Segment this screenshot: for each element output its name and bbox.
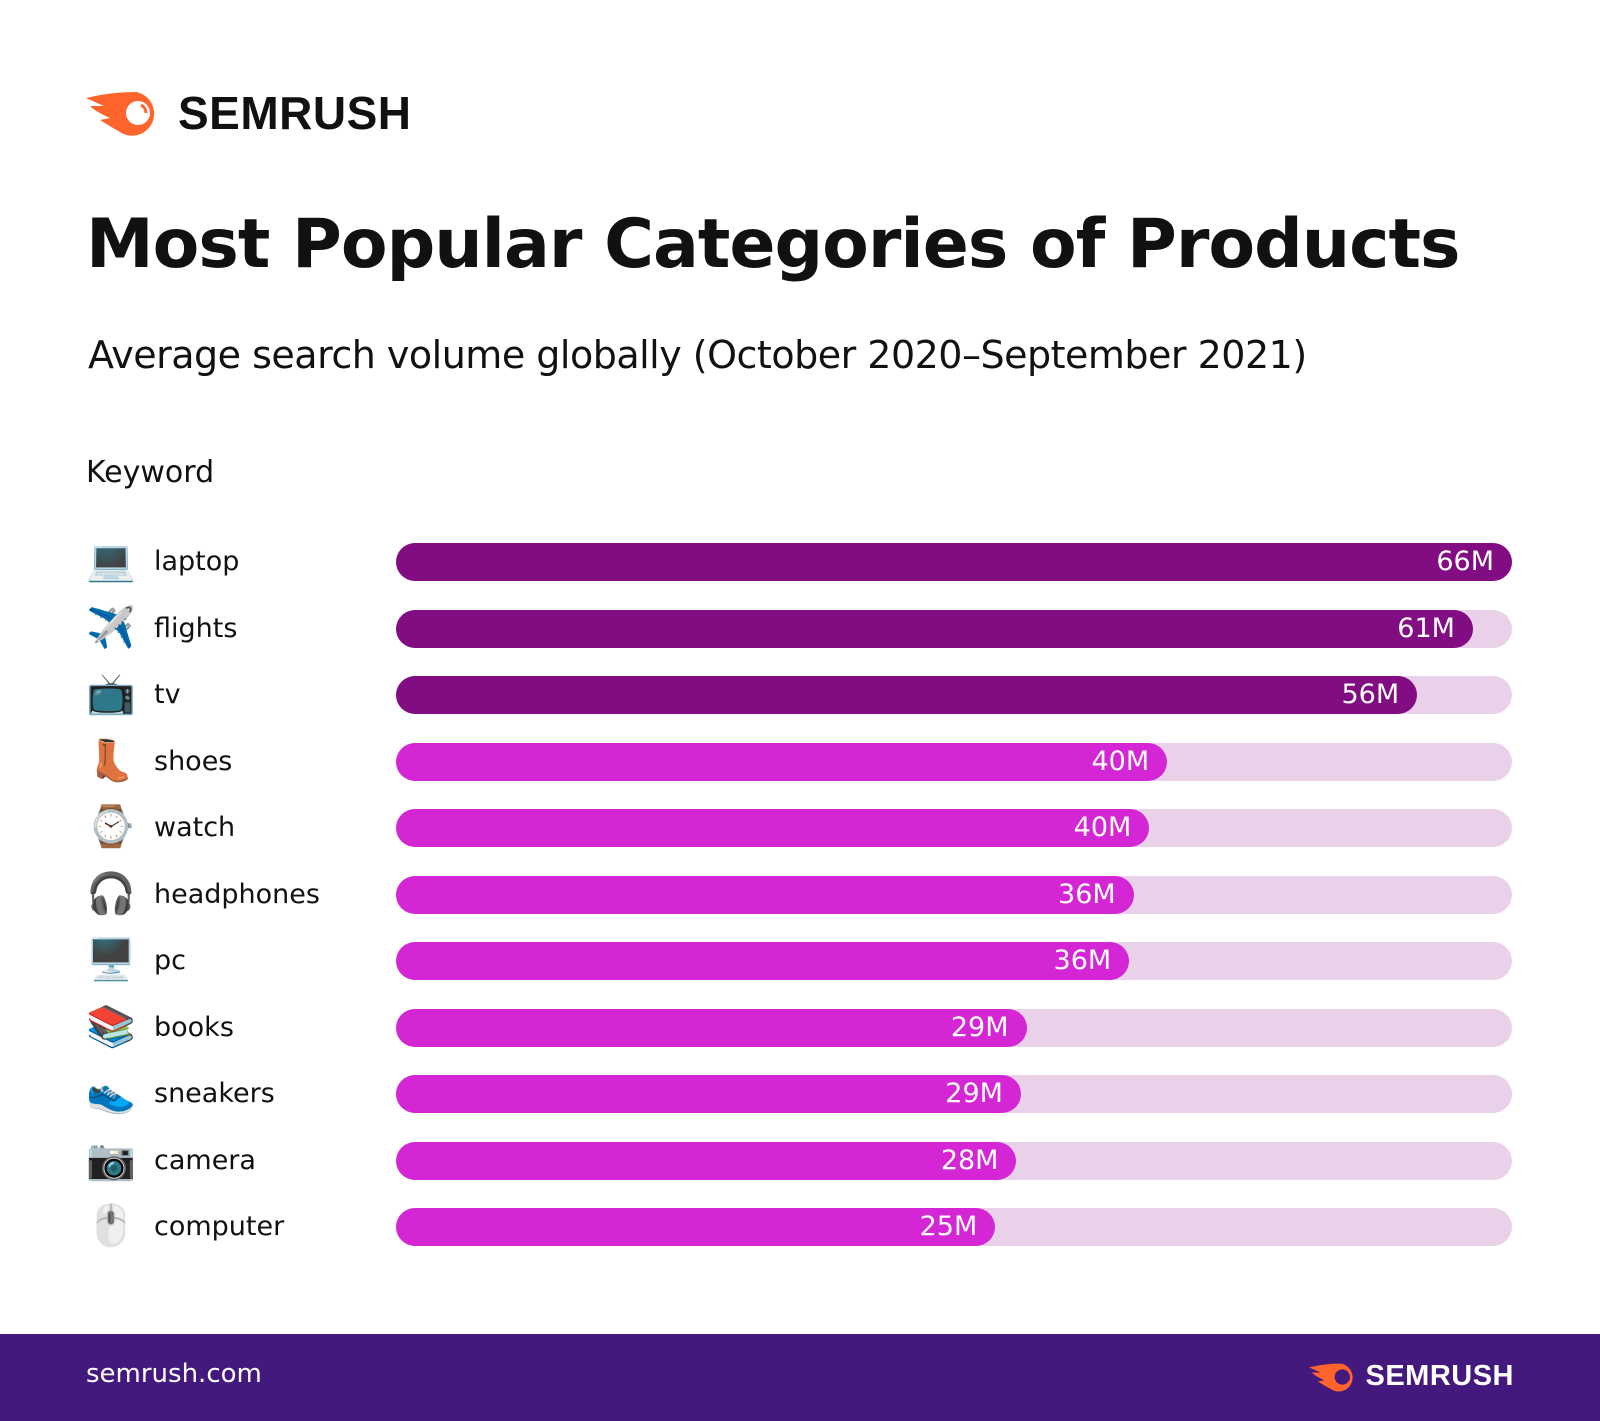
pc-icon: 🖥️ — [86, 937, 136, 983]
semrush-flame-icon — [86, 92, 155, 136]
bar-row: ⌚ watch 40M — [0, 804, 1600, 850]
column-header-keyword: Keyword — [86, 455, 215, 490]
bar-track: 29M — [396, 1008, 1512, 1047]
data-label: 29M — [950, 1011, 1009, 1043]
keyword-label: headphones — [154, 878, 320, 910]
data-label: 56M — [1341, 679, 1400, 710]
footer: semrush.com SEMRUSH — [0, 1334, 1600, 1421]
bar-row: 📚 books 29M — [0, 1004, 1600, 1050]
bar-track: 40M — [396, 742, 1512, 781]
data-label: 29M — [945, 1078, 1003, 1109]
chart-title: Most Popular Categories of Products — [86, 205, 1460, 284]
camera-icon: 📷 — [86, 1136, 136, 1183]
semrush-flame-icon — [1309, 1363, 1354, 1392]
semrush-logo: SEMRUSH — [86, 86, 412, 140]
data-label: 36M — [1058, 878, 1116, 910]
bar: 36M — [396, 942, 1130, 980]
keyword-label: tv — [154, 679, 181, 710]
bar: 66M — [396, 543, 1512, 581]
bar: 29M — [396, 1008, 1027, 1047]
chart-subtitle: Average search volume globally (October … — [88, 333, 1307, 377]
data-label: 28M — [940, 1144, 999, 1176]
watch-icon: ⌚ — [86, 804, 136, 850]
bar: 40M — [396, 742, 1168, 781]
logo-text: SEMRUSH — [178, 87, 412, 139]
bar-row: 📺 tv 56M — [0, 671, 1600, 717]
keyword-label: pc — [154, 945, 186, 976]
footer-logo-text: SEMRUSH — [1365, 1360, 1514, 1392]
sneakers-icon: 👟 — [86, 1070, 136, 1116]
data-label: 25M — [919, 1211, 978, 1242]
bar-row: 👟 sneakers 29M — [0, 1070, 1600, 1116]
computer-icon: 🖱️ — [86, 1203, 136, 1249]
data-label: 40M — [1091, 745, 1150, 777]
bar: 29M — [396, 1075, 1021, 1113]
keyword-label: watch — [154, 812, 236, 843]
bar: 36M — [396, 875, 1134, 914]
bar: 56M — [396, 676, 1418, 714]
books-icon: 📚 — [86, 1003, 136, 1050]
footer-url[interactable]: semrush.com — [86, 1359, 262, 1389]
keyword-label: books — [154, 1011, 234, 1043]
tv-icon: 📺 — [86, 671, 136, 717]
bar-track: 28M — [396, 1141, 1512, 1180]
footer-logo: SEMRUSH — [1309, 1360, 1514, 1393]
bar-row: 💻 laptop 66M — [0, 538, 1600, 584]
keyword-label: laptop — [154, 546, 240, 577]
bar-row: 🖥️ pc 36M — [0, 937, 1600, 983]
bar-track: 36M — [396, 942, 1512, 980]
keyword-label: camera — [154, 1144, 256, 1176]
bar-track: 61M — [396, 609, 1512, 648]
bar: 25M — [396, 1208, 996, 1246]
bar-row: 👢 shoes 40M — [0, 738, 1600, 784]
bar: 61M — [396, 609, 1473, 648]
bar-track: 40M — [396, 809, 1512, 847]
data-label: 61M — [1397, 612, 1455, 644]
bar-row: 🎧 headphones 36M — [0, 871, 1600, 917]
laptop-icon: 💻 — [86, 538, 136, 584]
headphones-icon: 🎧 — [86, 870, 136, 917]
data-label: 66M — [1436, 546, 1494, 577]
bar-track: 36M — [396, 875, 1512, 914]
bar-row: 📷 camera 28M — [0, 1137, 1600, 1183]
bar-track: 56M — [396, 676, 1512, 714]
bar: 28M — [396, 1141, 1017, 1180]
keyword-label: sneakers — [154, 1078, 275, 1109]
bar-row: ✈️ flights 61M — [0, 605, 1600, 651]
data-label: 40M — [1073, 812, 1132, 843]
bar-track: 25M — [396, 1208, 1512, 1246]
keyword-label: computer — [154, 1211, 285, 1242]
bar-track: 29M — [396, 1075, 1512, 1113]
flights-icon: ✈️ — [86, 604, 136, 651]
keyword-label: shoes — [154, 745, 233, 777]
data-label: 36M — [1053, 945, 1112, 976]
keyword-label: flights — [154, 612, 238, 644]
shoes-icon: 👢 — [86, 737, 136, 784]
bar: 40M — [396, 809, 1150, 847]
bar-track: 66M — [396, 543, 1512, 581]
bar-row: 🖱️ computer 25M — [0, 1203, 1600, 1249]
